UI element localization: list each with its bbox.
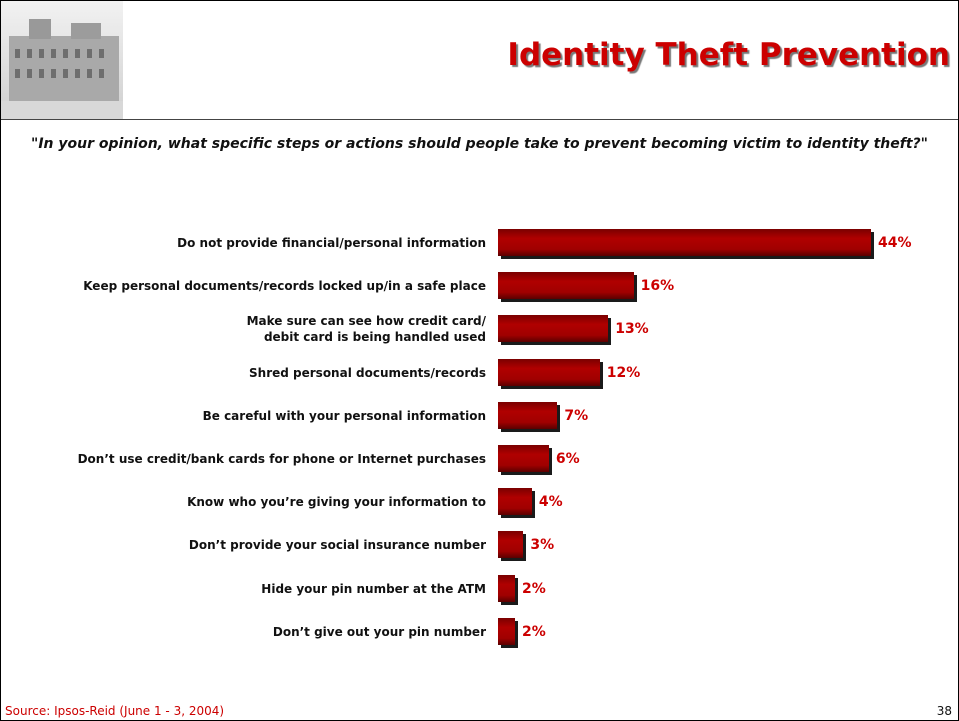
bar xyxy=(498,401,558,429)
bar xyxy=(498,617,515,645)
category-label: Keep personal documents/records locked u… xyxy=(83,279,486,294)
category-label: Be careful with your personal informatio… xyxy=(202,408,486,423)
category-label: Don’t give out your pin number xyxy=(272,624,486,639)
value-label: 12% xyxy=(606,364,641,381)
value-label: 4% xyxy=(538,494,563,511)
category-label: Shred personal documents/records xyxy=(249,365,486,380)
source: Source: Ipsos-Reid (June 1 - 3, 2004) xyxy=(5,704,225,718)
value-label: 2% xyxy=(521,623,546,640)
bar xyxy=(498,272,634,300)
bar xyxy=(498,531,524,559)
value-label: 44% xyxy=(878,235,912,251)
slide-title: Identity Theft Prevention xyxy=(507,37,950,73)
category-label: Don’t use credit/bank cards for phone or… xyxy=(77,452,486,466)
bar xyxy=(498,445,549,472)
category-label: Don’t provide your social insurance numb… xyxy=(188,538,486,553)
header-rule xyxy=(1,119,958,120)
value-label: 16% xyxy=(640,278,675,295)
category-label: Know who you’re giving your information … xyxy=(187,495,486,510)
value-label: 6% xyxy=(555,451,580,467)
value-label: 13% xyxy=(615,321,649,338)
bar xyxy=(498,229,871,256)
category-label: Hide your pin number at the ATM xyxy=(261,581,486,596)
bar xyxy=(498,488,532,516)
bar xyxy=(498,358,600,386)
bar xyxy=(498,315,609,343)
category-label: Do not provide financial/personal inform… xyxy=(177,236,486,250)
value-label: 2% xyxy=(521,580,546,597)
page-number: 38 xyxy=(936,704,952,718)
category-label: Make sure can see how credit card/ debit… xyxy=(246,314,486,345)
value-label: 3% xyxy=(530,537,555,554)
header-photo xyxy=(1,1,123,119)
question: "In your opinion, what specific steps or… xyxy=(31,136,928,152)
bar xyxy=(498,574,515,602)
value-label: 7% xyxy=(564,407,589,424)
